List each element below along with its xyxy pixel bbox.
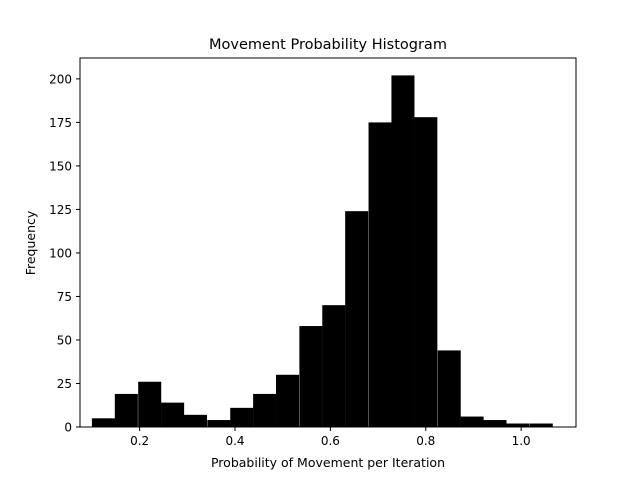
- histogram-bar: [207, 420, 231, 427]
- x-axis-label: Probability of Movement per Iteration: [211, 455, 445, 470]
- histogram-bar: [437, 350, 461, 427]
- y-tick-label: 200: [49, 72, 72, 86]
- x-tick-label: 0.8: [416, 434, 435, 448]
- x-tick-label: 1.0: [512, 434, 531, 448]
- histogram-bar: [483, 420, 507, 427]
- histogram-bar: [322, 305, 346, 427]
- histogram-bar: [299, 326, 323, 427]
- y-tick-label: 150: [49, 159, 72, 173]
- chart-title: Movement Probability Histogram: [209, 37, 447, 53]
- histogram-bar: [460, 416, 484, 427]
- histogram-bar: [183, 414, 208, 427]
- histogram-bar: [253, 393, 277, 427]
- y-tick-label: 175: [49, 116, 72, 130]
- histogram-bar: [138, 381, 162, 427]
- histogram-bar: [161, 402, 185, 427]
- histogram-bar: [506, 423, 530, 427]
- y-tick-label: 25: [57, 377, 72, 391]
- histogram-bar: [91, 418, 115, 427]
- histogram-bar: [529, 423, 553, 427]
- plot-frame: [79, 57, 577, 428]
- y-axis-ticks: 0 25 50 75 100 125 150 175 200: [49, 72, 80, 435]
- x-tick-label: 0.2: [130, 434, 149, 448]
- histogram-bar: [414, 117, 438, 428]
- histogram-bar: [391, 75, 415, 427]
- x-tick-label: 0.4: [225, 434, 244, 448]
- x-tick-label: 0.6: [321, 434, 340, 448]
- y-axis-label: Frequency: [23, 210, 38, 275]
- y-tick-label: 75: [57, 290, 72, 304]
- y-tick-label: 125: [49, 203, 72, 217]
- y-tick-label: 100: [49, 246, 72, 260]
- histogram-bar: [230, 407, 254, 427]
- histogram-bar: [345, 211, 369, 427]
- x-axis-ticks: 0.2 0.4 0.6 0.8 1.0: [130, 427, 531, 448]
- y-tick-label: 50: [57, 333, 72, 347]
- y-tick-label: 0: [64, 421, 72, 435]
- histogram-bar: [114, 393, 138, 427]
- bar-group: [91, 75, 553, 428]
- histogram-bar: [368, 122, 392, 428]
- histogram-bar: [276, 374, 300, 427]
